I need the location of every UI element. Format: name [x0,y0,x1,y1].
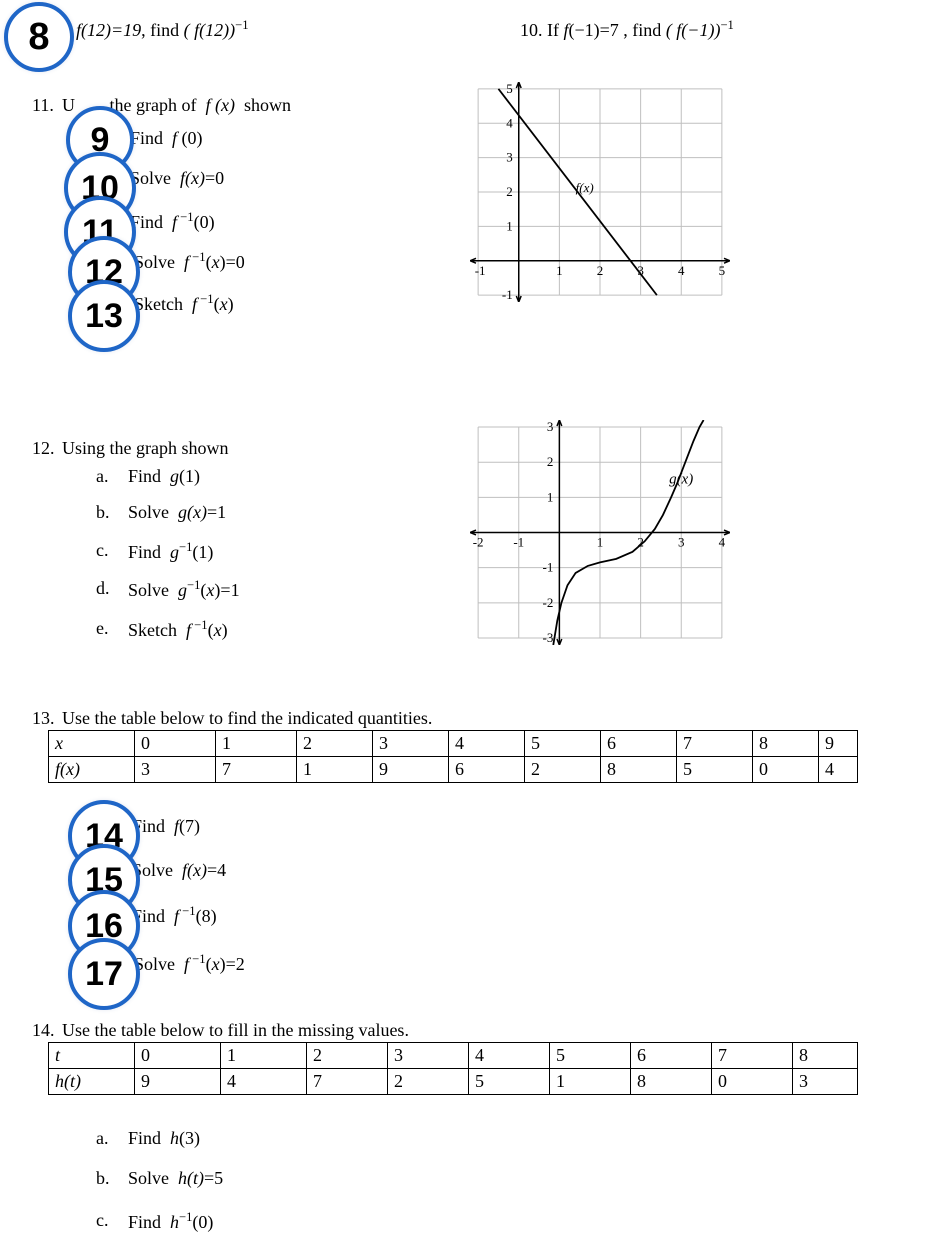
q13a: Find f(7) [132,816,200,837]
q11-stem-after: the graph of f (x) shown [105,95,291,115]
q14-number: 14. [32,1020,55,1041]
q14-table: t012345678h(t)947251803 [48,1042,858,1095]
q12b-label: b. [96,502,110,523]
q12d: Solve g−1(x)=1 [128,578,240,601]
q12a: Find g(1) [128,466,200,487]
svg-text:2: 2 [597,263,604,278]
q13-stem: Use the table below to find the indicate… [62,708,432,729]
q11e: Sketch f −1(x) [134,292,234,315]
svg-text:4: 4 [506,115,513,130]
svg-text:1: 1 [547,489,554,504]
graph-f: 12345-112345-1f(x) [470,82,730,302]
svg-text:5: 5 [719,263,726,278]
q11-stem-before: U [62,95,75,115]
q11-number: 11. [32,95,54,116]
worksheet-page: f(12)=19, find ( f(12))−1 10. If f(−1)=7… [0,0,934,1260]
svg-text:4: 4 [678,263,685,278]
svg-text:-1: -1 [502,287,513,302]
q13c: Find f −1(8) [132,904,217,927]
annotation-bubble: 17 [68,938,140,1010]
svg-text:-1: -1 [513,535,524,550]
q12-number: 12. [32,438,55,459]
svg-text:4: 4 [719,535,726,550]
svg-text:1: 1 [556,263,563,278]
svg-text:-1: -1 [543,560,554,575]
q13d: Solve f −1(x)=2 [134,952,245,975]
q14a-label: a. [96,1128,109,1149]
q12a-label: a. [96,466,109,487]
svg-text:3: 3 [547,420,554,434]
q11c: Find f −1(0) [130,210,215,233]
svg-text:g(x): g(x) [669,471,693,487]
q12-stem: Using the graph shown [62,438,228,459]
svg-text:2: 2 [547,454,554,469]
svg-text:3: 3 [506,150,513,165]
q12e: Sketch f −1(x) [128,618,228,641]
q11a: Find f (0) [130,128,203,149]
q14c-label: c. [96,1210,109,1231]
q13b: Solve f(x)=4 [132,860,226,881]
q14a: Find h(3) [128,1128,200,1149]
q12c-label: c. [96,540,109,561]
svg-text:1: 1 [506,218,513,233]
svg-text:3: 3 [678,535,685,550]
q12c: Find g−1(1) [128,540,213,563]
q14-stem: Use the table below to fill in the missi… [62,1020,409,1041]
q12d-label: d. [96,578,110,599]
q12e-label: e. [96,618,109,639]
annotation-bubble: 13 [68,280,140,352]
graph-g: -2-11234-3-2-1123g(x) [470,420,730,645]
svg-text:5: 5 [506,82,513,96]
annotation-bubble: 8 [4,2,74,72]
q14b-label: b. [96,1168,110,1189]
svg-text:-2: -2 [543,595,554,610]
q12b: Solve g(x)=1 [128,502,226,523]
q9-fragment: f(12)=19, find ( f(12))−1 [76,18,249,41]
q14b: Solve h(t)=5 [128,1168,223,1189]
svg-text:2: 2 [506,184,513,199]
svg-text:-1: -1 [475,263,486,278]
svg-text:f(x): f(x) [576,180,594,195]
q14c: Find h−1(0) [128,1210,213,1233]
svg-text:-2: -2 [473,535,484,550]
q10-text: 10. If f(−1)=7 , find ( f(−1))−1 [520,18,734,41]
svg-text:-3: -3 [543,630,554,645]
q11b: Solve f(x)=0 [130,168,224,189]
q13-table: x0123456789f(x)3719628504 [48,730,858,783]
q13-number: 13. [32,708,55,729]
q11d: Solve f −1(x)=0 [134,250,245,273]
svg-text:1: 1 [597,535,604,550]
